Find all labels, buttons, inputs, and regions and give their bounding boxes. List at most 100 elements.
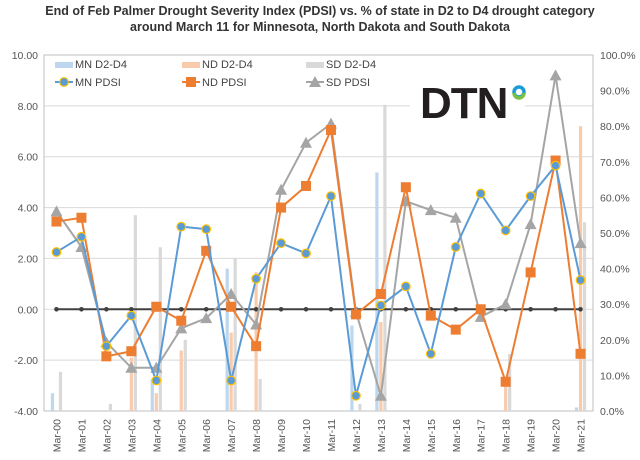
zero-line-point	[79, 306, 84, 312]
x-tick-label: Mar-18	[501, 419, 513, 452]
nd-pdsi-line	[56, 126, 582, 386]
bar-sd-d2-d4	[58, 371, 63, 411]
legend-marker-icon	[59, 77, 69, 87]
x-tick-label: Mar-00	[51, 419, 63, 452]
mn-pdsi-point	[151, 375, 162, 386]
zero-line-point	[303, 306, 309, 312]
bar-nd-d2-d4	[154, 393, 158, 411]
y-left-tick-label: 2.00	[18, 253, 39, 265]
sd-pdsi-point	[175, 322, 188, 334]
x-tick-label: Mar-02	[101, 419, 113, 452]
x-tick-label: Mar-19	[526, 419, 538, 452]
x-tick-label: Mar-16	[451, 419, 463, 452]
sd-pdsi-point	[374, 389, 387, 401]
y-right-tick-label: 10.0%	[600, 370, 630, 382]
bar-nd-d2-d4	[229, 332, 233, 411]
x-tick-label: Mar-03	[126, 419, 138, 452]
legend-label: SD PDSI	[326, 77, 370, 89]
nd-pdsi-point	[226, 301, 237, 312]
mn-pdsi-point	[301, 248, 311, 259]
mn-pdsi-point	[351, 390, 361, 401]
bar-mn-d2-d4	[50, 393, 55, 411]
mn-pdsi-point	[550, 160, 561, 171]
nd-pdsi-point	[251, 341, 262, 352]
y-left-tick-label: 4.00	[18, 203, 39, 215]
nd-pdsi-point	[126, 346, 137, 357]
sd-pdsi-point	[424, 204, 437, 216]
y-right-tick-label: 50.0%	[600, 228, 630, 240]
x-tick-label: Mar-09	[276, 419, 288, 452]
mn-pdsi-point	[525, 191, 536, 202]
mn-pdsi-point	[575, 275, 586, 285]
x-tick-label: Mar-01	[76, 419, 88, 452]
nd-pdsi-point	[450, 324, 461, 335]
y-right-tick-label: 40.0%	[600, 264, 630, 276]
mn-pdsi-point	[126, 310, 137, 321]
x-tick-label: Mar-17	[476, 419, 488, 452]
x-tick-label: Mar-11	[326, 419, 338, 452]
zero-line-point	[129, 306, 134, 312]
zero-line-point	[203, 306, 209, 312]
y-left-tick-label: 10.00	[12, 50, 38, 62]
zero-line-point	[578, 306, 583, 312]
sd-pdsi-point	[574, 237, 587, 249]
sd-pdsi-point	[275, 183, 288, 195]
x-tick-label: Mar-20	[551, 419, 563, 452]
bar-nd-d2-d4	[504, 382, 508, 411]
y-left-tick-label: -2.00	[14, 355, 38, 367]
x-tick-label: Mar-12	[351, 419, 363, 452]
dtn-logo: DTN	[410, 78, 526, 128]
bar-mn-d2-d4	[150, 378, 154, 411]
bar-sd-d2-d4	[358, 403, 362, 411]
y-right-tick-label: 90.0%	[600, 86, 630, 98]
x-tick-label: Mar-04	[151, 419, 163, 452]
bar-nd-d2-d4	[379, 322, 383, 411]
bar-nd-d2-d4	[179, 350, 183, 411]
nd-pdsi-point	[101, 351, 112, 362]
nd-pdsi-point	[500, 376, 511, 387]
legend-swatch	[306, 62, 324, 68]
y-left-tick-label: 6.00	[18, 152, 39, 164]
y-right-tick-label: 20.0%	[600, 335, 630, 347]
y-right-tick-label: 70.0%	[600, 157, 630, 169]
zero-line-point	[253, 306, 259, 312]
sd-pdsi-line	[55, 75, 582, 397]
bar-mn-d2-d4	[225, 268, 229, 411]
zero-line-point	[528, 306, 533, 312]
sd-pdsi-point	[524, 218, 537, 230]
mn-pdsi-line	[55, 163, 582, 397]
y-right-tick-label: 30.0%	[600, 299, 630, 311]
plot-border	[43, 54, 594, 412]
nd-pdsi-point	[475, 304, 486, 315]
x-tick-label: Mar-08	[251, 419, 263, 452]
zero-line-point	[553, 306, 558, 312]
x-tick-label: Mar-05	[176, 419, 188, 452]
nd-pdsi-point	[425, 310, 436, 321]
x-tick-label: Mar-13	[376, 419, 388, 452]
bar-mn-d2-d4	[574, 407, 579, 411]
nd-pdsi-point	[375, 289, 386, 300]
y-right-tick-label: 100.0%	[600, 50, 636, 62]
logo-background	[410, 78, 525, 128]
bar-sd-d2-d4	[582, 222, 587, 411]
bar-nd-d2-d4	[578, 126, 583, 411]
mn-pdsi-point	[475, 188, 486, 199]
mn-pdsi-point	[76, 231, 87, 242]
zero-line-point	[178, 306, 184, 312]
zero-line-point	[54, 306, 59, 312]
sd-pdsi-point	[300, 136, 313, 148]
nd-pdsi-point	[51, 216, 62, 227]
nd-pdsi-point	[525, 267, 536, 278]
nd-pdsi-point	[575, 348, 586, 359]
x-tick-label: Mar-10	[301, 419, 313, 452]
sd-pdsi-point	[549, 69, 562, 81]
x-tick-label: Mar-14	[401, 419, 413, 452]
nd-pdsi-point	[301, 180, 312, 191]
bar-sd-d2-d4	[183, 339, 187, 411]
legend-marker-icon	[186, 77, 196, 87]
nd-pdsi-point	[325, 125, 336, 136]
sd-pdsi-point	[225, 288, 238, 300]
legend-label: SD D2-D4	[326, 59, 376, 71]
legend-label: ND D2-D4	[202, 59, 253, 71]
